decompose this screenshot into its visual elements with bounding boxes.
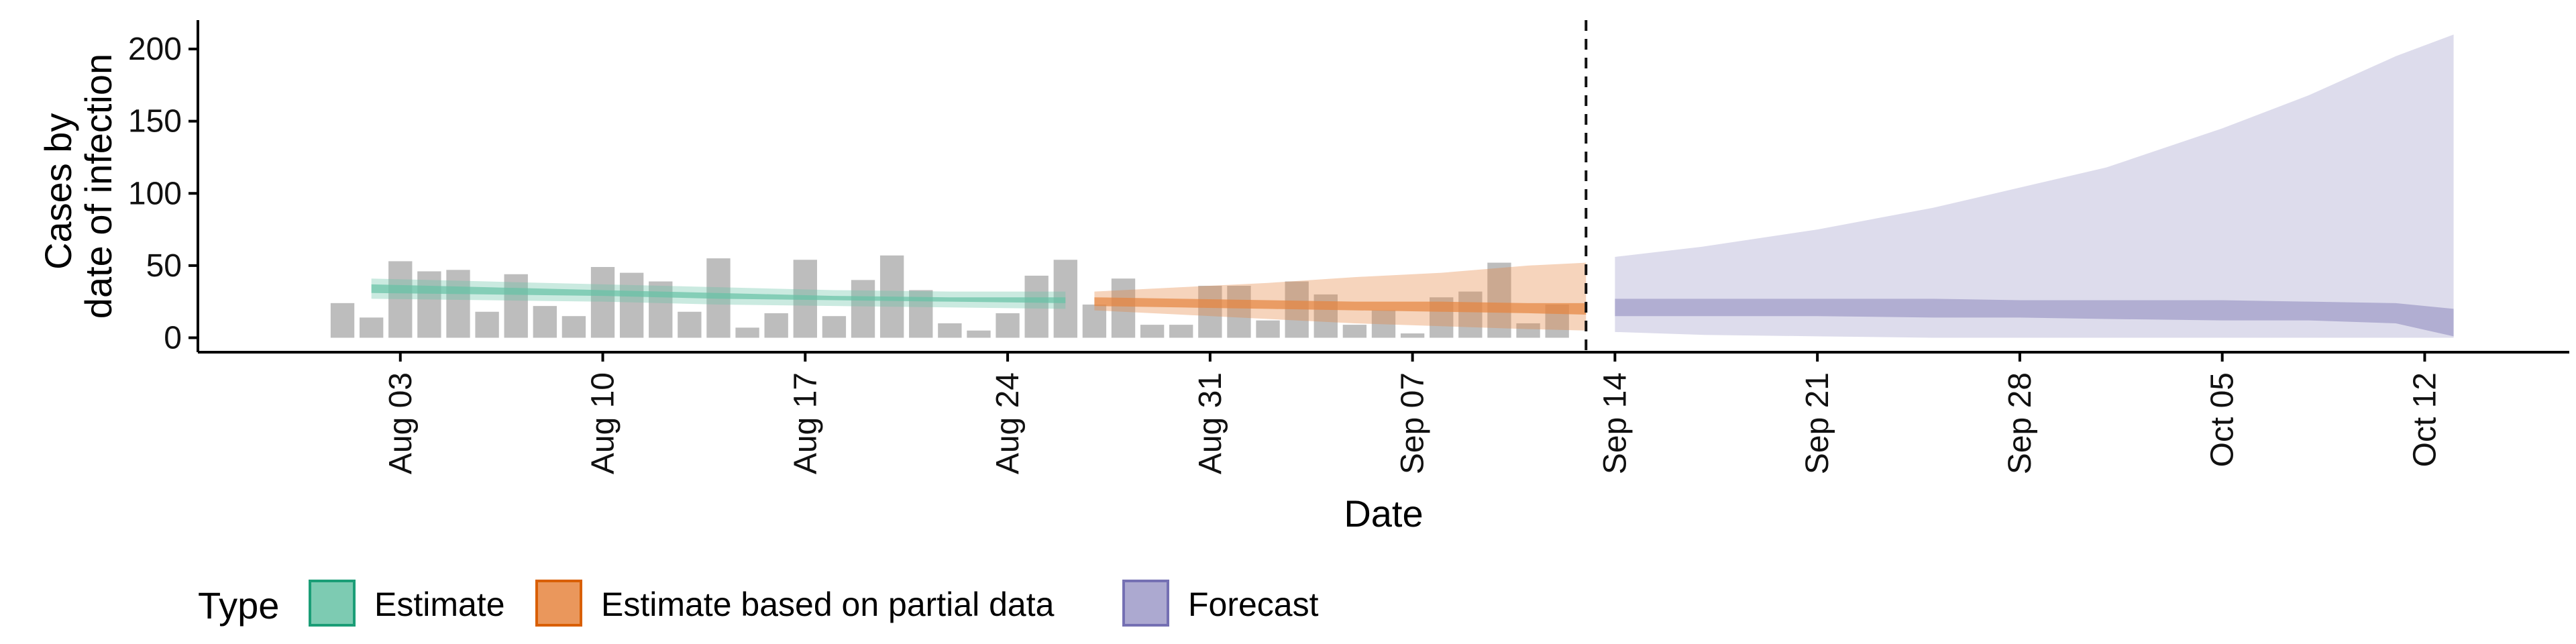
x-tick-label: Aug 24 — [990, 372, 1026, 474]
x-tick-label: Sep 28 — [2002, 372, 2038, 474]
y-axis-title-line-2: date of infection — [77, 54, 119, 319]
bar — [996, 313, 1020, 338]
bar — [504, 274, 528, 338]
bar — [1024, 275, 1049, 338]
legend-swatch — [1122, 580, 1169, 627]
bar — [1458, 291, 1483, 338]
bar — [417, 271, 441, 338]
bar — [851, 280, 875, 338]
legend-title: Type — [198, 584, 279, 627]
bar — [619, 272, 644, 338]
ribbon-inner — [1615, 299, 2454, 337]
bar — [1342, 325, 1367, 338]
bar — [1227, 286, 1251, 338]
bar — [1400, 333, 1425, 338]
bar — [1198, 286, 1222, 338]
ribbon-outer — [1094, 262, 1587, 331]
bar — [1111, 278, 1136, 338]
y-tick-label: 0 — [164, 320, 182, 356]
y-ticks: 0 50 100 150 200 — [128, 32, 198, 356]
bar — [764, 313, 788, 338]
bar — [938, 323, 962, 338]
y-tick-label: 50 — [146, 248, 182, 284]
y-tick-label: 150 — [128, 104, 182, 140]
bar — [735, 327, 759, 338]
x-tick-label: Aug 17 — [788, 372, 823, 474]
x-tick-label: Aug 10 — [586, 372, 621, 474]
bar — [1371, 310, 1396, 338]
bar — [1169, 325, 1193, 338]
legend-label: Estimate — [374, 586, 505, 623]
legend-label: Forecast — [1188, 586, 1319, 623]
bar — [533, 306, 557, 338]
bar — [590, 267, 615, 338]
bar — [359, 317, 384, 338]
y-axis-title-line-1: Cases by — [37, 113, 79, 270]
ribbon-outer — [1615, 34, 2454, 338]
inner-ribbons-layer — [371, 284, 2454, 337]
x-tick-label: Oct 12 — [2407, 372, 2443, 467]
y-axis-title: Cases by date of infection — [37, 54, 119, 319]
x-tick-label: Sep 14 — [1597, 372, 1633, 474]
bar — [1516, 323, 1540, 338]
legend-label: Estimate based on partial data — [601, 586, 1055, 623]
y-tick-label: 100 — [128, 176, 182, 211]
bar — [446, 270, 470, 338]
bar — [561, 316, 586, 338]
x-tick-label: Sep 21 — [1800, 372, 1835, 474]
bar — [1256, 320, 1280, 338]
bar — [822, 316, 847, 338]
ribbon-inner — [371, 284, 1066, 303]
ribbon-inner — [1094, 297, 1587, 315]
x-tick-label: Sep 07 — [1395, 372, 1431, 474]
bar — [1285, 281, 1309, 338]
bar — [1487, 262, 1511, 338]
bar — [967, 330, 991, 338]
bar — [678, 311, 702, 338]
bar — [388, 261, 413, 338]
legend: Type Estimate Estimate based on partial d… — [198, 580, 1319, 627]
x-axis-title: Date — [1344, 492, 1423, 535]
bar — [1082, 304, 1107, 338]
legend-swatch — [535, 580, 582, 627]
x-ticks: Aug 03 Aug 10 Aug 17 Aug 24 Aug 31 Sep 07 Sep … — [383, 352, 2443, 474]
x-tick-label: Oct 05 — [2205, 372, 2241, 467]
x-tick-label: Aug 31 — [1193, 372, 1228, 474]
bar — [475, 311, 499, 338]
bar — [330, 303, 355, 338]
bar — [1140, 325, 1165, 338]
x-tick-label: Aug 03 — [383, 372, 419, 474]
legend-swatch — [309, 580, 356, 627]
y-tick-label: 200 — [128, 32, 182, 67]
bar — [649, 281, 673, 338]
